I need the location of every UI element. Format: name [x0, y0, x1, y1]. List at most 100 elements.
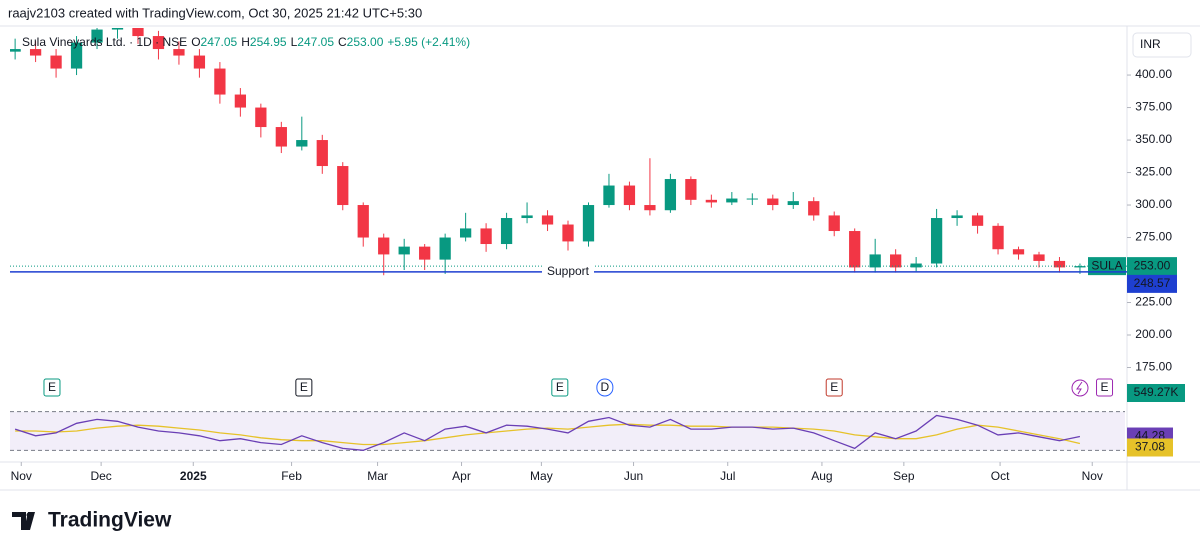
- candle-body: [337, 166, 349, 206]
- candle-body: [1033, 254, 1045, 261]
- candle-body: [910, 263, 922, 268]
- candle-body: [541, 215, 554, 225]
- legend: Sula Vineyards Ltd. · 1D · NSE O247.05 H25…: [22, 35, 470, 49]
- logo-text: TradingView: [48, 509, 172, 532]
- logo: TradingView: [12, 509, 172, 532]
- candle-body: [91, 29, 103, 43]
- candle-body: [132, 28, 144, 37]
- candle-body: [582, 205, 595, 242]
- volume-tag: [1127, 384, 1185, 402]
- x-tick-label: Jun: [624, 469, 643, 483]
- rsi-band: [10, 411, 1125, 451]
- y-tick-label: 275.00: [1135, 230, 1172, 244]
- y-tick-label: 225.00: [1135, 295, 1172, 309]
- x-tick-label: Jul: [720, 469, 735, 483]
- rsi-ma-tag-label: 37.08: [1135, 440, 1165, 454]
- candle-body: [296, 140, 308, 147]
- currency-box[interactable]: [1132, 32, 1192, 58]
- rsi-line: [14, 414, 1081, 451]
- legend-title: Sula Vineyards Ltd. · 1D · NSE: [22, 35, 187, 49]
- candle-body: [849, 231, 861, 268]
- event-marker: [825, 378, 843, 397]
- candle-body: [459, 228, 472, 238]
- x-tick-label: Apr: [452, 469, 471, 483]
- event-marker: [295, 378, 313, 397]
- symbol-tag-label: SULA: [1091, 258, 1122, 272]
- candle-body: [214, 68, 226, 95]
- candle-body: [152, 36, 165, 50]
- candle-body: [1053, 260, 1066, 268]
- y-tick-label: 300.00: [1135, 197, 1172, 211]
- candle-body: [316, 140, 328, 167]
- y-tick-label: 175.00: [1135, 360, 1172, 374]
- x-tick-label: May: [530, 469, 553, 483]
- legend-value: 254.95: [250, 35, 287, 49]
- candle-body: [828, 215, 840, 232]
- event-marker: [596, 378, 614, 397]
- x-tick-label: Aug: [811, 469, 832, 483]
- y-tick-label: 200.00: [1135, 327, 1172, 341]
- event-marker: [551, 378, 569, 397]
- candle-body: [664, 179, 677, 211]
- currency: INR: [1140, 37, 1161, 51]
- candle-body: [644, 205, 656, 211]
- symbol-tag: [1088, 257, 1126, 276]
- candle-body: [767, 198, 779, 206]
- candle-body: [705, 199, 717, 203]
- candle-body: [193, 55, 206, 69]
- candle-body: [951, 215, 963, 219]
- event-label: E: [1101, 380, 1109, 394]
- rsi-ma-tag: [1127, 438, 1173, 457]
- candle-body: [1012, 249, 1025, 255]
- candle-body: [808, 201, 820, 216]
- x-tick-label: Feb: [281, 469, 302, 483]
- rsi-ma-line: [15, 423, 1081, 446]
- support-tag-label: 248.57: [1134, 276, 1171, 290]
- candle-body: [685, 179, 697, 200]
- event-label: E: [48, 380, 56, 394]
- support-label: Support: [547, 264, 590, 278]
- candle-body: [787, 201, 799, 206]
- legend-key: C: [338, 35, 347, 49]
- legend-key: O: [191, 35, 200, 49]
- event-label: E: [830, 380, 838, 394]
- y-tick-label: 375.00: [1135, 100, 1172, 114]
- event-label: E: [556, 380, 564, 394]
- legend-value: 253.00: [347, 35, 384, 49]
- x-tick-label: Mar: [367, 469, 388, 483]
- candle-body: [603, 185, 615, 206]
- candle-body: [111, 28, 124, 30]
- x-tick-label: Nov: [1082, 469, 1103, 483]
- candle-body: [1074, 266, 1086, 268]
- price-tag-label: 253.00: [1134, 258, 1171, 272]
- candle-body: [746, 198, 758, 200]
- candle-body: [378, 237, 390, 255]
- candle-body: [173, 49, 185, 56]
- legend-value: 247.05: [201, 35, 238, 49]
- support-label-bg: [542, 264, 594, 279]
- y-tick-label: 400.00: [1135, 67, 1172, 81]
- candle-body: [357, 205, 369, 238]
- candle-body: [70, 42, 83, 69]
- candle-body: [890, 254, 902, 268]
- candle-body: [726, 198, 738, 203]
- candle-body: [971, 215, 984, 226]
- x-tick-label: Sep: [893, 469, 915, 483]
- legend-change: +5.95 (+2.41%): [387, 35, 470, 49]
- candle-body: [398, 246, 410, 255]
- candle-body: [480, 228, 492, 245]
- x-tick-label: Dec: [90, 469, 111, 483]
- price-tag: [1127, 257, 1177, 276]
- candle-body: [930, 218, 943, 264]
- candle-body: [623, 185, 636, 206]
- y-tick-label: 350.00: [1135, 132, 1172, 146]
- event-marker: [1096, 378, 1114, 397]
- candle-body: [234, 94, 247, 108]
- x-tick-label: Nov: [11, 469, 32, 483]
- candle-body: [419, 246, 431, 260]
- candle-body: [521, 215, 533, 219]
- candle-body: [869, 254, 881, 268]
- candle-body: [992, 225, 1004, 250]
